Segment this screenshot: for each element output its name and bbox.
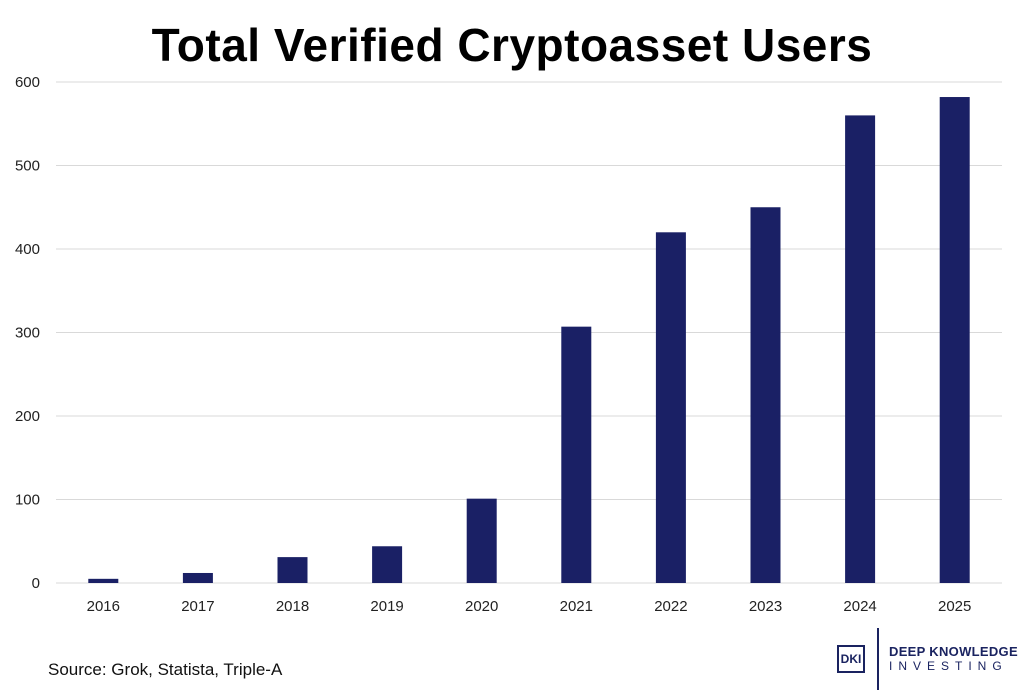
x-tick-label: 2020	[465, 598, 498, 615]
y-tick-label: 500	[15, 158, 40, 175]
bars	[88, 97, 970, 584]
logo-divider	[877, 628, 879, 690]
y-tick-label: 400	[15, 241, 40, 258]
x-tick-label: 2021	[560, 598, 593, 615]
x-tick-label: 2019	[370, 598, 403, 615]
y-tick-label: 100	[15, 492, 40, 509]
bar-2019	[372, 546, 403, 583]
dki-logo: DKI DEEP KNOWLEDGE INVESTING	[837, 628, 1018, 690]
x-axis-ticks: 2016 2017 2018 2019 2020 2021 2022 2023 2024 2025	[87, 598, 972, 615]
bar-2018	[277, 557, 308, 583]
y-axis-ticks: 0 100 200 300 400 500 600	[15, 74, 40, 592]
logo-line2: INVESTING	[889, 658, 1008, 673]
bar-2017	[182, 572, 213, 583]
logo-mark: DKI	[837, 645, 865, 673]
x-tick-label: 2016	[87, 598, 120, 615]
y-tick-label: 0	[32, 575, 40, 592]
source-note: Source: Grok, Statista, Triple-A	[48, 660, 283, 679]
x-tick-label: 2017	[181, 598, 214, 615]
logo-line1: DEEP KNOWLEDGE	[889, 643, 1018, 659]
grid-layer	[56, 81, 1002, 584]
x-tick-label: 2023	[749, 598, 782, 615]
y-tick-label: 600	[15, 74, 40, 91]
logo-text: DEEP KNOWLEDGE INVESTING	[889, 643, 1018, 674]
x-tick-label: 2024	[843, 598, 876, 615]
bar-2024	[845, 115, 876, 584]
chart-title: Total Verified Cryptoasset Users	[151, 19, 873, 71]
bar-2020	[466, 498, 497, 583]
bar-2021	[561, 326, 592, 583]
bar-2022	[655, 232, 686, 584]
x-tick-label: 2018	[276, 598, 309, 615]
y-tick-label: 300	[15, 325, 40, 342]
y-tick-label: 200	[15, 408, 40, 425]
x-tick-label: 2025	[938, 598, 971, 615]
bar-2023	[750, 207, 781, 583]
bar-2016	[88, 578, 119, 583]
x-tick-label: 2022	[654, 598, 687, 615]
bar-2025	[939, 97, 970, 583]
